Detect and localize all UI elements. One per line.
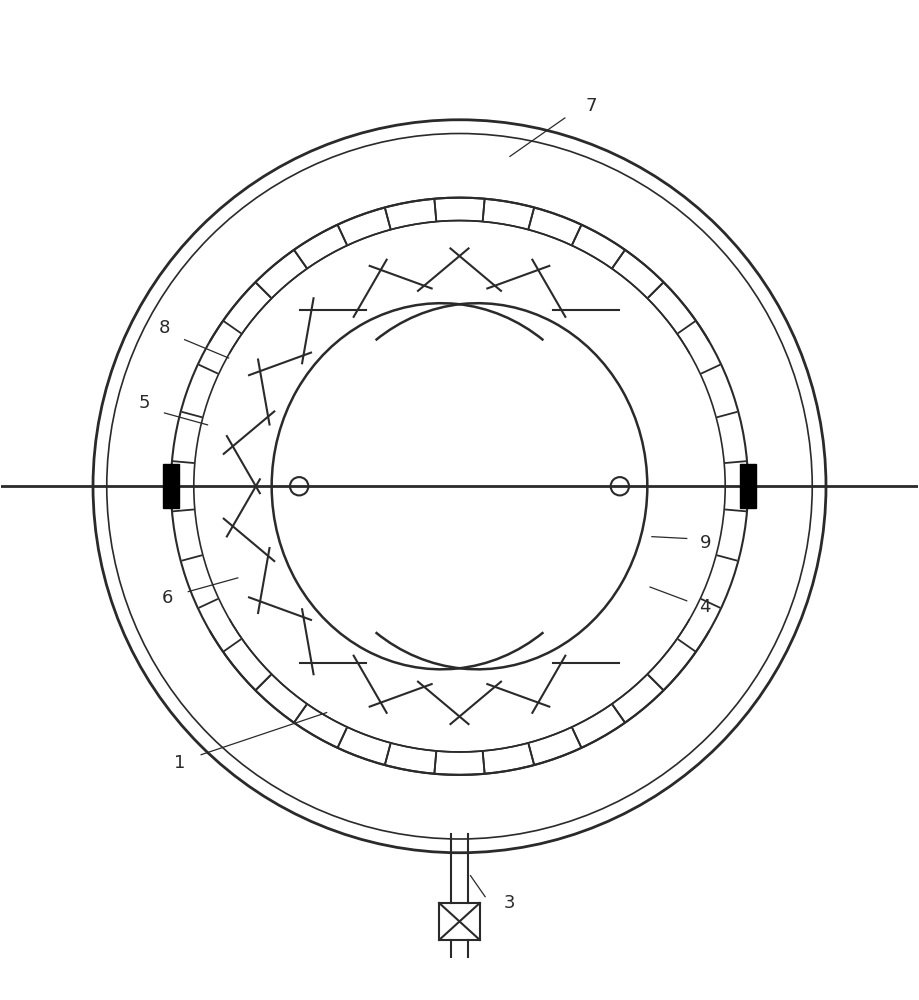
Text: 3: 3 (504, 894, 515, 912)
Text: 7: 7 (586, 97, 597, 115)
Text: 8: 8 (159, 319, 170, 337)
Bar (163, 464, 179, 508)
Text: 6: 6 (162, 589, 173, 607)
Bar (740, 464, 756, 508)
Text: 1: 1 (174, 754, 185, 772)
Text: 5: 5 (139, 394, 151, 412)
Text: 4: 4 (699, 598, 711, 616)
Text: 9: 9 (699, 534, 711, 552)
